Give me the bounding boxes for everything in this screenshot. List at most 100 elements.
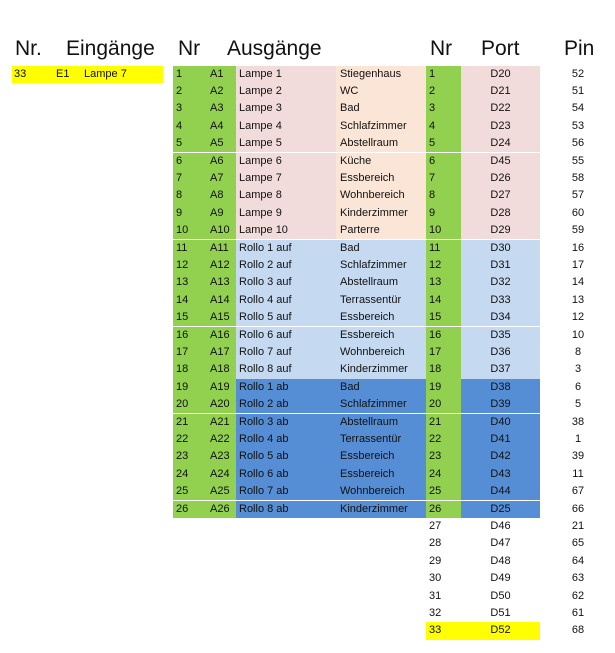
output-room-cell: Küche	[336, 152, 426, 170]
output-code-cell: A21	[208, 413, 236, 431]
pin-cell: 21	[571, 519, 585, 532]
port-nr-cell: 23	[426, 448, 461, 466]
output-nr-cell: 6	[173, 152, 208, 170]
port-cell: D27	[461, 187, 540, 205]
output-nr-cell: 22	[173, 430, 208, 449]
output-name-cell: Rollo 1 ab	[236, 378, 336, 397]
output-code-cell: A4	[208, 117, 236, 136]
output-room-cell: Bad	[336, 239, 426, 257]
output-room-cell: Abstellraum	[336, 135, 426, 153]
header-port: Port	[481, 37, 520, 60]
output-code-cell: A15	[208, 309, 236, 327]
output-room-cell: Essbereich	[336, 465, 426, 484]
port-nr-cell: 27	[429, 519, 442, 532]
port-cell: D37	[461, 361, 540, 379]
port-nr-cell: 25	[426, 483, 461, 501]
output-room-cell: Abstellraum	[336, 274, 426, 292]
port-nr-cell: 22	[426, 430, 461, 449]
port-nr-cell: 12	[426, 256, 461, 275]
pin-cell: 56	[571, 137, 585, 150]
port-nr-cell: 29	[429, 554, 442, 567]
header-ausgaenge: Ausgänge	[227, 37, 322, 60]
port-nr-cell: 13	[426, 274, 461, 292]
output-room-cell: WC	[336, 82, 426, 101]
output-nr-cell: 26	[173, 500, 208, 518]
output-room-cell: Stiegenhaus	[336, 65, 426, 83]
output-nr-cell: 15	[173, 309, 208, 327]
pin-cell: 11	[572, 467, 584, 480]
output-nr-cell: 19	[173, 378, 208, 397]
output-nr-cell: 25	[173, 483, 208, 501]
port-cell: D31	[461, 256, 540, 275]
input-code-cell: E1	[52, 65, 80, 83]
output-code-cell: A19	[208, 378, 236, 397]
pin-cell: 54	[571, 102, 585, 115]
pin-cell: 14	[571, 276, 585, 289]
port-cell: D40	[461, 413, 540, 431]
pin-cell: 3	[574, 363, 582, 376]
output-name-cell: Rollo 5 auf	[236, 309, 336, 327]
port-nr-cell: 31	[429, 589, 442, 602]
port-cell: D48	[490, 554, 511, 567]
output-nr-cell: 24	[173, 465, 208, 484]
port-cell: D47	[490, 537, 511, 550]
pin-cell: 61	[571, 606, 585, 619]
port-nr-cell: 28	[429, 537, 442, 550]
port-nr-cell: 30	[429, 572, 442, 585]
port-nr-cell: 2	[426, 82, 461, 101]
output-name-cell: Rollo 2 ab	[236, 396, 336, 414]
pin-cell: 13	[571, 293, 585, 306]
output-room-cell: Essbereich	[336, 448, 426, 466]
port-cell: D20	[461, 65, 540, 83]
output-name-cell: Rollo 4 auf	[236, 291, 336, 310]
output-nr-cell: 9	[173, 204, 208, 223]
port-nr-cell: 20	[426, 396, 461, 414]
pin-cell: 65	[571, 537, 585, 550]
output-code-cell: A1	[208, 65, 236, 83]
pin-cell: 12	[571, 311, 585, 324]
port-cell: D50	[490, 589, 511, 602]
output-nr-cell: 11	[173, 239, 208, 257]
output-name-cell: Rollo 4 ab	[236, 430, 336, 449]
pin-cell: 63	[571, 572, 585, 585]
output-room-cell: Essbereich	[336, 169, 426, 188]
header-eingaenge: Eingänge	[66, 37, 155, 60]
port-nr-cell: 7	[426, 169, 461, 188]
port-nr-cell: 21	[426, 413, 461, 431]
port-nr-cell: 4	[426, 117, 461, 136]
output-room-cell: Schlafzimmer	[336, 117, 426, 136]
port-cell: D51	[490, 606, 511, 619]
output-nr-cell: 12	[173, 256, 208, 275]
header-nr-in: Nr.	[15, 37, 42, 60]
output-name-cell: Rollo 6 auf	[236, 326, 336, 344]
output-name-cell: Lampe 2	[236, 82, 336, 101]
pin-cell: 1	[574, 432, 582, 445]
output-room-cell: Bad	[336, 378, 426, 397]
output-name-cell: Lampe 3	[236, 100, 336, 118]
input-nr-cell: 33	[12, 65, 52, 83]
pin-cell: 68	[571, 624, 585, 637]
output-nr-cell: 5	[173, 135, 208, 153]
output-nr-cell: 13	[173, 274, 208, 292]
output-name-cell: Lampe 4	[236, 117, 336, 136]
output-code-cell: A23	[208, 448, 236, 466]
output-room-cell: Abstellraum	[336, 413, 426, 431]
output-room-cell: Wohnbereich	[336, 343, 426, 362]
output-code-cell: A17	[208, 343, 236, 362]
pin-cell: 10	[571, 328, 585, 341]
output-code-cell: A6	[208, 152, 236, 170]
port-cell: D46	[490, 519, 511, 532]
pin-cell: 67	[571, 485, 585, 498]
port-cell: D41	[461, 430, 540, 449]
port-nr-cell: 10	[426, 222, 461, 240]
output-nr-cell: 1	[173, 65, 208, 83]
port-cell: D26	[461, 169, 540, 188]
output-code-cell: A20	[208, 396, 236, 414]
port-cell: D32	[461, 274, 540, 292]
port-cell: D22	[461, 100, 540, 118]
header-pin: Pin	[564, 37, 595, 60]
port-nr-cell: 8	[426, 187, 461, 205]
output-nr-cell: 21	[173, 413, 208, 431]
output-nr-cell: 4	[173, 117, 208, 136]
output-nr-cell: 20	[173, 396, 208, 414]
